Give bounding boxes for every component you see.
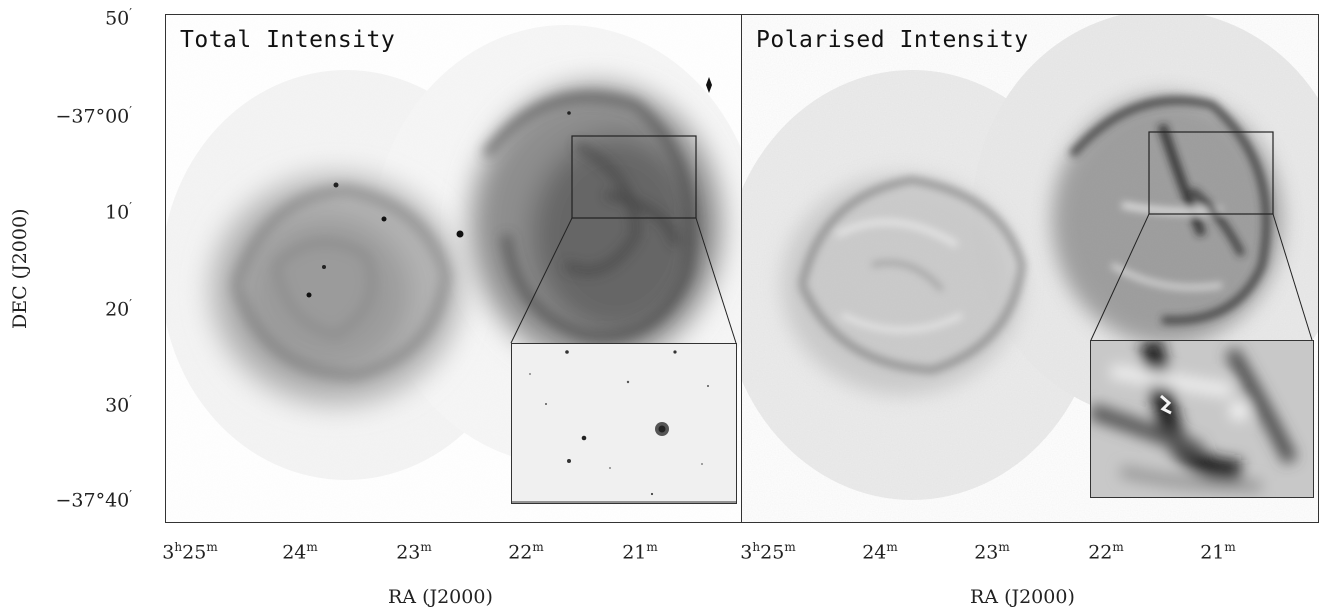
y-axis-label: DEC (J2000) bbox=[9, 208, 31, 329]
x-tick-label: 21m bbox=[1200, 540, 1236, 564]
x-tick-label: 3h25m bbox=[162, 540, 218, 564]
optical-inset-image bbox=[511, 343, 737, 504]
x-tick-label: 22m bbox=[508, 540, 544, 564]
x-tick-label: 21m bbox=[622, 540, 658, 564]
y-tick-label: 30′ bbox=[105, 393, 132, 417]
y-tick-label: 20′ bbox=[105, 297, 132, 321]
x-tick-label: 23m bbox=[396, 540, 432, 564]
y-tick-label: −37°00′ bbox=[55, 104, 132, 128]
total-intensity-panel: Total Intensity bbox=[165, 14, 743, 523]
polarised-intensity-map bbox=[742, 15, 1318, 522]
polarisation-zoom-inset bbox=[1090, 340, 1314, 498]
y-tick-label: −37°40′ bbox=[55, 488, 132, 512]
x-tick-label: 22m bbox=[1088, 540, 1124, 564]
x-axis-label-left: RA (J2000) bbox=[388, 586, 493, 608]
y-tick-label: 50′ bbox=[105, 6, 132, 30]
x-tick-label: 24m bbox=[282, 540, 318, 564]
x-tick-label: 23m bbox=[974, 540, 1010, 564]
y-tick-label: 10′ bbox=[105, 200, 132, 224]
x-axis-label-right: RA (J2000) bbox=[970, 586, 1075, 608]
panel-title-total-intensity: Total Intensity bbox=[180, 27, 396, 53]
total-intensity-map bbox=[166, 15, 742, 522]
polarised-intensity-panel: Polarised Intensity bbox=[741, 14, 1319, 523]
x-tick-label: 3h25m bbox=[740, 540, 796, 564]
x-tick-label: 24m bbox=[862, 540, 898, 564]
panel-title-polarised-intensity: Polarised Intensity bbox=[756, 27, 1029, 53]
